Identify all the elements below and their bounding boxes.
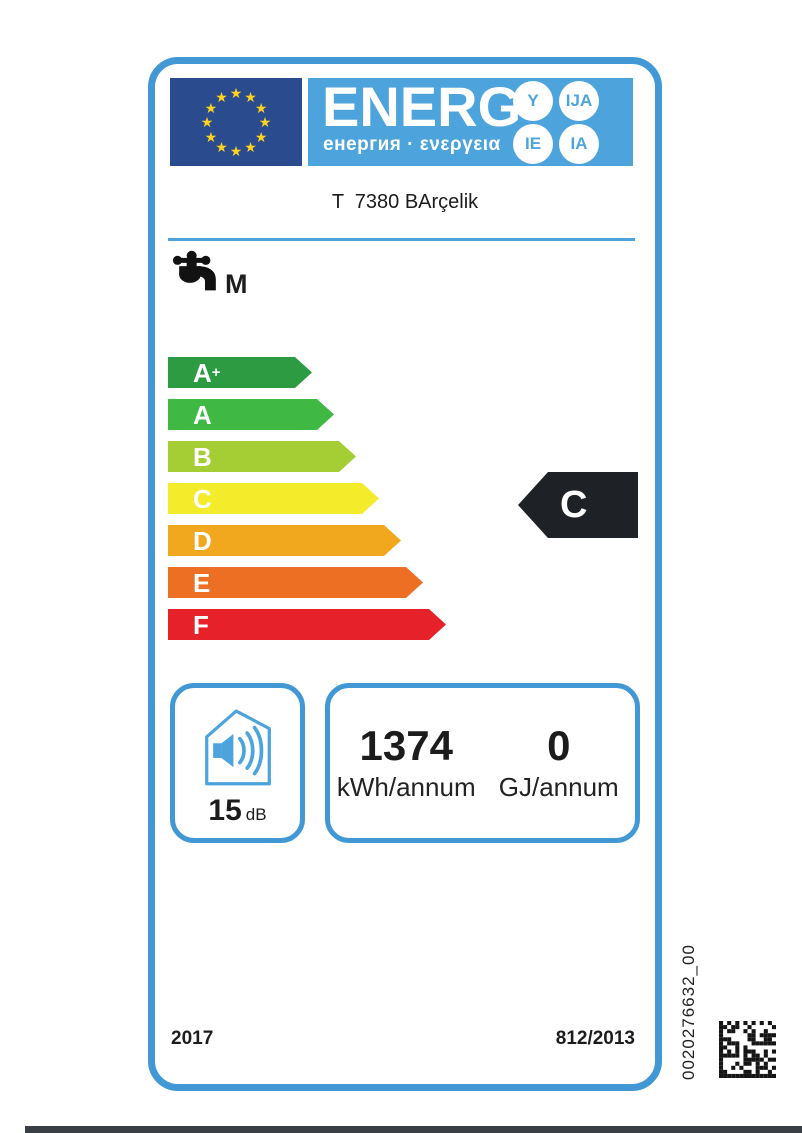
label-year: 2017 <box>171 1028 214 1049</box>
energ-logo-text: ENERG <box>322 75 522 138</box>
rating-scale: A + A B C D E F <box>168 357 446 651</box>
energy-label: ★ ★ ★ ★ ★ ★ ★ ★ ★ ★ ★ ★ ENERG енергия · ενεργεια Y … <box>148 57 662 1091</box>
electric-consumption-value: 1374 <box>359 722 453 770</box>
badge-y: Y <box>513 81 553 121</box>
sound-power-value-row: 15 dB <box>175 794 300 828</box>
flag-star: ★ <box>254 99 268 116</box>
sound-house-icon <box>204 709 271 786</box>
sound-power-value: 15 <box>208 794 242 827</box>
sound-power-box: 15 dB <box>170 683 305 843</box>
energy-logo-band: ENERG енергия · ενεργεια Y IJA IE IA <box>308 75 633 166</box>
rating-bar-letter: D <box>193 525 212 556</box>
rating-bar-B: B <box>168 441 356 472</box>
energ-logo-subtext: енергия · ενεργεια <box>323 134 501 155</box>
annual-consumption-box: 1374 kWh/annum 0 GJ/annum <box>325 683 640 843</box>
page-edge-bar <box>25 1126 802 1133</box>
flag-star: ★ <box>229 143 243 159</box>
electric-consumption: 1374 kWh/annum <box>330 688 483 838</box>
badge-ija: IJA <box>559 81 599 121</box>
flag-star: ★ <box>244 139 257 156</box>
fuel-consumption: 0 GJ/annum <box>483 688 636 838</box>
language-badges: Y IJA IE IA <box>513 81 599 164</box>
badge-ie: IE <box>513 124 553 164</box>
flag-star: ★ <box>204 99 218 116</box>
rating-bar-letter: C <box>193 483 212 514</box>
rating-bar-plus: + <box>211 364 221 381</box>
flag-star: ★ <box>204 128 218 145</box>
rating-bar-letter: A <box>193 357 212 388</box>
flag-star: ★ <box>215 139 228 156</box>
rating-bar-E: E <box>168 567 423 598</box>
fuel-consumption-value: 0 <box>547 722 571 770</box>
rating-bar-letter: A <box>193 399 212 430</box>
rating-bar-A: A <box>168 399 334 430</box>
water-tap-row: M <box>170 250 248 299</box>
flag-star: ★ <box>215 88 228 105</box>
rating-bar-D: D <box>168 525 401 556</box>
rating-bar-F: F <box>168 609 446 640</box>
rating-bar-C: C <box>168 483 379 514</box>
badge-ia: IA <box>559 124 599 164</box>
sound-power-unit: dB <box>245 805 267 824</box>
current-class-letter: C <box>560 483 588 526</box>
flag-star: ★ <box>258 114 272 130</box>
rating-bar-letter: E <box>193 567 211 598</box>
electric-consumption-unit: kWh/annum <box>336 771 476 802</box>
rating-bar-letter: B <box>193 441 212 472</box>
header-divider <box>168 238 635 241</box>
rating-bar-A+: A + <box>168 357 312 388</box>
water-tap-icon <box>172 250 216 291</box>
fuel-consumption-unit: GJ/annum <box>498 771 619 802</box>
current-class-arrow: C <box>518 472 638 538</box>
eu-flag: ★ ★ ★ ★ ★ ★ ★ ★ ★ ★ ★ ★ <box>170 78 302 166</box>
load-profile-letter: M <box>225 269 248 299</box>
rating-bar-letter: F <box>193 609 209 640</box>
document-code: 0020276632_00 <box>679 944 698 1080</box>
flag-star: ★ <box>229 85 243 101</box>
flag-star: ★ <box>254 128 268 145</box>
flag-star: ★ <box>200 114 214 130</box>
model-name: T 7380 BArçelik <box>331 191 479 213</box>
flag-star: ★ <box>244 88 257 105</box>
data-matrix-code <box>719 1021 776 1083</box>
regulation-number: 812/2013 <box>555 1028 635 1049</box>
